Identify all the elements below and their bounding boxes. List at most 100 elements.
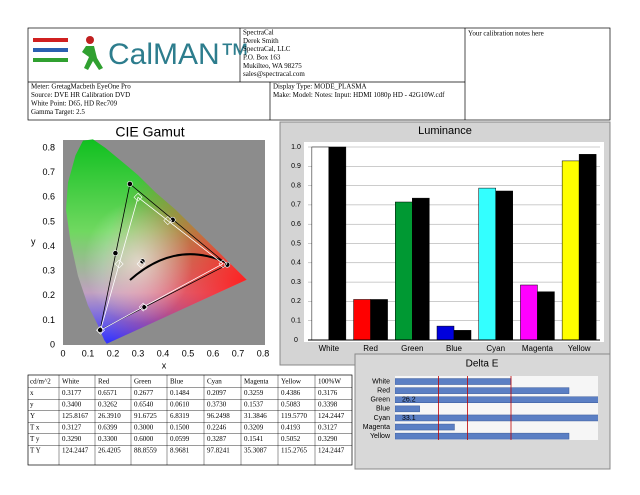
- gamut-triangle: [99, 183, 228, 331]
- table-cell: 119.5770: [281, 412, 307, 420]
- contact-line: sales@spectracal.com: [243, 70, 305, 78]
- bar: [353, 299, 371, 341]
- table-cell: 91.6725: [134, 412, 157, 420]
- bar: [561, 160, 580, 341]
- bar: [578, 154, 597, 341]
- column-header: Yellow: [281, 378, 302, 386]
- table-cell: 0.3262: [98, 401, 118, 409]
- bar: [453, 330, 472, 341]
- table-cell: 0.3400: [62, 401, 82, 409]
- table-cell: 0.3209: [244, 424, 264, 432]
- y-tick-label: 0.1: [42, 315, 55, 325]
- table-cell: 97.8241: [207, 447, 230, 455]
- column-header: Green: [134, 378, 152, 386]
- y-tick-label: 0.8: [42, 142, 55, 152]
- x-tick-label: Yellow: [568, 344, 591, 353]
- table-cell: T y: [30, 435, 40, 443]
- y-tick-label: Red: [377, 387, 390, 394]
- table-cell: 0.3127: [62, 424, 82, 432]
- table-cell: 96.2498: [207, 412, 230, 420]
- table-cell: 0.3000: [134, 424, 154, 432]
- table-cell: x: [30, 389, 34, 397]
- table-cell: 0.3177: [62, 389, 82, 397]
- table-cell: 0.0610: [170, 401, 190, 409]
- table-cell: 0.2097: [207, 389, 227, 397]
- x-tick-label: 0.6: [207, 348, 220, 358]
- column-header: cd/m^2: [30, 378, 51, 386]
- logo: CalMAN™: [108, 38, 250, 71]
- y-tick-label: 0.6: [291, 221, 301, 228]
- table-cell: 0.1541: [244, 435, 264, 443]
- y-tick-label: Yellow: [370, 433, 391, 440]
- y-tick-label: 0.1: [291, 318, 301, 325]
- table-cell: 0.3290: [318, 435, 338, 443]
- table-cell: Y: [30, 412, 35, 420]
- y-tick-label: 0.9: [291, 163, 301, 170]
- column-header: Blue: [170, 378, 183, 386]
- point: [141, 304, 148, 311]
- y-tick-label: White: [372, 378, 390, 385]
- contact-line: P.O. Box 163: [243, 54, 281, 62]
- point: [224, 261, 231, 268]
- plot-area: [304, 142, 604, 342]
- point: [127, 181, 133, 187]
- table-cell: 124.2447: [62, 447, 89, 455]
- y-tick-label: 0: [50, 339, 55, 349]
- bar: [395, 201, 413, 341]
- bar: [395, 378, 512, 385]
- table-cell: T x: [30, 424, 40, 432]
- display-line: Make: Model: Notes: Input: HDMI 1080p HD…: [273, 91, 445, 99]
- y-axis-label: y: [31, 236, 36, 246]
- meter-line: Source: DVE HR Calibration DVD: [31, 91, 130, 99]
- notes: Your calibration notes here: [468, 30, 544, 38]
- bar: [395, 423, 455, 431]
- planckian-locus: [129, 253, 226, 281]
- table-cell: T Y: [30, 447, 41, 455]
- x-tick-label: 0.4: [157, 348, 170, 358]
- bar: [537, 291, 555, 341]
- point: [136, 259, 146, 269]
- table-cell: 124.2447: [318, 447, 345, 455]
- table-cell: 0.3259: [244, 389, 264, 397]
- contact-line: SpectraCal: [243, 29, 274, 37]
- y-tick-label: 0.2: [42, 290, 55, 300]
- table-cell: 26.4205: [98, 447, 121, 455]
- y-tick-label: 0.5: [42, 216, 55, 226]
- table-cell: 0.6571: [98, 389, 118, 397]
- table-cell: 26.3910: [98, 412, 121, 420]
- table-cell: 6.8319: [170, 412, 190, 420]
- chart-title: Luminance: [418, 125, 472, 137]
- table-cell: 0.4193: [281, 424, 301, 432]
- point: [138, 302, 148, 312]
- x-tick-label: White: [319, 344, 340, 353]
- header: [27, 27, 611, 121]
- y-tick-label: 0.2: [291, 298, 301, 305]
- table-cell: 0.3287: [207, 435, 227, 443]
- column-header: Cyan: [207, 378, 222, 386]
- bar: [478, 187, 496, 341]
- bar: [395, 414, 598, 422]
- chart-title: Delta E: [466, 359, 499, 370]
- table-cell: 0.3730: [207, 401, 227, 409]
- bar: [395, 405, 420, 413]
- bar: [412, 197, 430, 341]
- bar: [395, 396, 598, 403]
- y-tick-label: 0.4: [42, 241, 55, 251]
- meter-line: White Point: D65, HD Rec709: [31, 100, 118, 108]
- table-cell: 125.8167: [62, 412, 89, 420]
- point: [163, 216, 173, 225]
- value-label: 33.1: [402, 415, 416, 422]
- x-tick-label: 0.3: [132, 348, 145, 358]
- x-tick-label: Green: [401, 344, 423, 353]
- x-tick-label: Magenta: [522, 344, 554, 353]
- bar: [328, 146, 347, 341]
- table-cell: 0.5083: [281, 401, 301, 409]
- table-cell: 35.3087: [244, 447, 267, 455]
- contact-line: Derek Smith: [243, 37, 279, 45]
- plot-area: [395, 376, 598, 440]
- chart-title: CIE Gamut: [115, 124, 184, 140]
- y-tick-label: 0.7: [291, 202, 301, 209]
- y-tick-label: 0.6: [42, 192, 55, 202]
- x-tick-label: 0.2: [107, 348, 120, 358]
